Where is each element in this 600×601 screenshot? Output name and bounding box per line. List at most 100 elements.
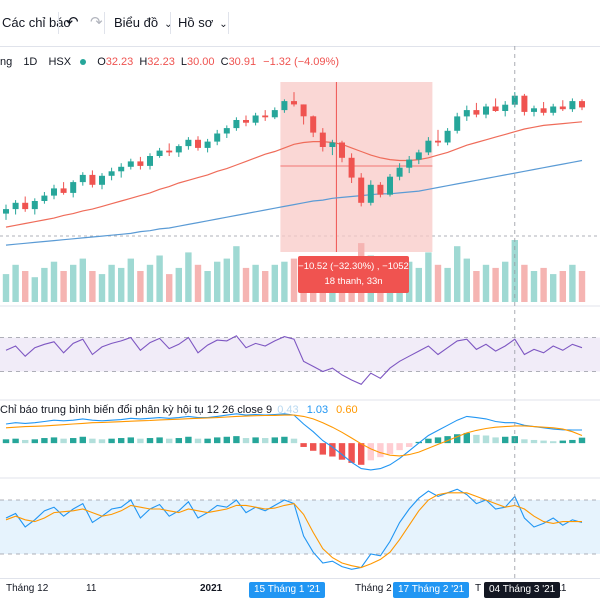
- macd-histogram-bar: [550, 441, 557, 444]
- volume-bar: [156, 255, 163, 302]
- volume-bar: [569, 264, 576, 302]
- exchange-label: HSX: [48, 56, 72, 68]
- time-label: Tháng 2: [355, 583, 392, 594]
- candle-body: [492, 106, 499, 111]
- volume-bar: [2, 274, 10, 302]
- toolbar-divider: [104, 12, 105, 34]
- candle-body: [252, 115, 259, 123]
- toolbar-divider: [228, 12, 229, 34]
- volume-bar: [50, 261, 58, 302]
- volume-bar: [530, 271, 538, 302]
- ma-slow-line: [5, 159, 583, 246]
- macd-histogram-bar: [290, 438, 298, 444]
- volume-bar: [60, 271, 67, 302]
- interval-label[interactable]: 1D: [23, 56, 38, 68]
- candle-body: [387, 176, 393, 195]
- candle-body: [3, 209, 9, 214]
- volume-bar: [89, 271, 96, 302]
- candle-body: [406, 159, 413, 168]
- symbol-name[interactable]: ng: [0, 56, 13, 68]
- candle-body: [137, 161, 144, 166]
- volume-bar: [434, 264, 442, 302]
- macd-histogram-bar: [166, 438, 173, 444]
- candle-body: [531, 108, 537, 112]
- top-toolbar: Các chỉ báo ↶ ↷ Biểu đồ ⌄ Hồ sơ ⌄: [0, 0, 600, 47]
- macd-histogram-bar: [242, 438, 250, 444]
- candle-body: [579, 101, 585, 108]
- profile-menu-button[interactable]: Hồ sơ ⌄: [178, 0, 228, 46]
- macd-histogram-bar: [540, 440, 547, 444]
- macd-histogram-bar: [233, 436, 240, 444]
- symbol-legend: ng 1D HSX O32.23 H32.23 L30.00 C30.91 −1…: [0, 52, 339, 72]
- time-label: 2021: [200, 583, 223, 594]
- volume-bar: [98, 274, 106, 302]
- macd-histogram-bar: [50, 437, 58, 444]
- macd-histogram-bar: [358, 443, 365, 465]
- candle-body: [550, 106, 557, 113]
- time-axis[interactable]: Tháng 12 11 2021 15 Tháng 1 '21 Tháng 2 …: [0, 578, 600, 601]
- candle-body: [425, 140, 432, 153]
- macd-histogram-bar: [79, 436, 86, 444]
- macd-histogram-bar: [396, 443, 403, 451]
- macd-histogram-bar: [386, 443, 394, 454]
- macd-title[interactable]: Chỉ báo trung bình biến đổi phân kỳ hội …: [0, 404, 273, 416]
- macd-histogram-bar: [473, 434, 480, 444]
- volume-bar: [41, 267, 48, 302]
- volume-bar: [550, 274, 557, 302]
- time-tag-end: 17 Tháng 2 '21: [393, 582, 470, 598]
- macd-histogram-bar: [521, 439, 528, 444]
- candle-body: [502, 104, 509, 111]
- volume-bar: [175, 267, 182, 302]
- time-label: Tháng 12: [6, 583, 49, 594]
- volume-bar: [233, 246, 240, 302]
- macd-histogram-bar: [377, 443, 384, 458]
- macd-histogram-bar: [204, 438, 211, 444]
- chart-canvas[interactable]: [0, 0, 600, 578]
- macd-histogram-bar: [214, 437, 221, 444]
- indicators-button[interactable]: Các chỉ báo: [2, 15, 71, 30]
- ma-fast-line: [5, 121, 583, 228]
- volume-bar: [463, 258, 470, 302]
- macd-histogram-bar: [434, 437, 442, 444]
- macd-histogram-bar: [300, 443, 307, 447]
- macd-histogram-bar: [569, 439, 576, 444]
- volume-bar: [425, 252, 432, 302]
- candle-body: [223, 128, 230, 134]
- volume-bar: [204, 271, 211, 302]
- redo-icon[interactable]: ↷: [90, 14, 103, 31]
- macd-histogram-bar: [22, 439, 29, 444]
- candle-body: [339, 142, 345, 158]
- chart-menu-label: Biểu đồ: [114, 15, 159, 30]
- volume-bar: [454, 246, 461, 302]
- toolbar-divider: [170, 12, 171, 34]
- time-tag-crosshair: 04 Tháng 3 '21: [484, 582, 561, 598]
- candle-body: [454, 116, 461, 131]
- candle-body: [41, 195, 48, 201]
- macd-histogram-bar: [2, 439, 10, 444]
- volume-bar: [444, 267, 451, 302]
- measure-tooltip: −10.52 (−32.30%) , −1052 18 thanh, 33n: [298, 256, 409, 293]
- candle-body: [89, 174, 96, 185]
- macd-histogram-bar: [12, 438, 19, 444]
- candle-body: [70, 182, 77, 193]
- volume-bar: [31, 277, 38, 302]
- volume-bar: [281, 261, 288, 302]
- macd-histogram-bar: [262, 438, 269, 444]
- macd-histogram-bar: [223, 436, 230, 444]
- candle-body: [300, 104, 307, 117]
- macd-histogram-bar: [127, 437, 134, 444]
- macd-histogram-bar: [348, 443, 355, 463]
- candle-body: [243, 120, 249, 123]
- macd-hist-value: 0.43: [277, 404, 299, 416]
- candle-body: [118, 166, 125, 172]
- macd-histogram-bar: [118, 438, 125, 444]
- candle-body: [60, 188, 67, 193]
- macd-histogram-bar: [98, 439, 106, 444]
- undo-icon[interactable]: ↶: [66, 14, 79, 31]
- chart-menu-button[interactable]: Biểu đồ ⌄: [114, 0, 172, 46]
- time-label-prefix: T: [475, 583, 482, 594]
- volume-bar: [252, 264, 259, 302]
- candle-body: [396, 167, 403, 177]
- candle-body: [156, 150, 163, 156]
- volume-bar: [127, 258, 134, 302]
